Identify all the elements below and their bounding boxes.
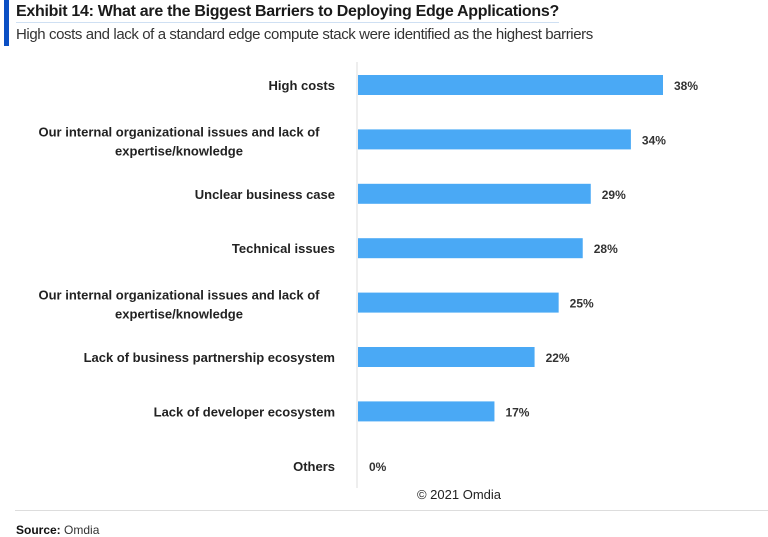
data-label: 25%	[570, 297, 594, 311]
bar	[358, 238, 583, 259]
category-label: Others	[293, 459, 335, 474]
source-note: Source: Omdia	[16, 523, 99, 537]
copyright: © 2021 Omdia	[416, 487, 501, 502]
source-value: Omdia	[64, 523, 100, 537]
data-label: 28%	[594, 242, 618, 256]
data-label: 29%	[602, 188, 626, 202]
source-label: Source:	[16, 523, 61, 537]
category-label: High costs	[269, 78, 335, 93]
bar	[358, 401, 495, 422]
bar	[358, 75, 663, 95]
category-label: Our internal organizational issues and l…	[38, 288, 320, 322]
bar	[358, 347, 535, 367]
category-label: Our internal organizational issues and l…	[38, 124, 320, 158]
accent-bar	[4, 0, 9, 46]
bar	[358, 183, 591, 204]
category-label: Lack of business partnership ecosystem	[84, 350, 335, 365]
chart-subtitle: High costs and lack of a standard edge c…	[16, 26, 593, 43]
bar	[358, 292, 559, 313]
data-label: 38%	[674, 79, 698, 93]
bar	[358, 129, 631, 150]
data-label: 34%	[642, 133, 666, 147]
divider	[15, 510, 768, 511]
chart-title: Exhibit 14: What are the Biggest Barrier…	[16, 3, 559, 23]
bar-chart: 38% High costs 34% Our internal organizatio…	[38, 62, 698, 488]
category-label: Technical issues	[232, 241, 335, 256]
data-label: 0%	[369, 460, 387, 474]
data-label: 22%	[546, 351, 570, 365]
data-label: 17%	[505, 405, 529, 419]
category-label: Lack of developer ecosystem	[154, 404, 335, 419]
category-label: Unclear business case	[195, 187, 335, 202]
